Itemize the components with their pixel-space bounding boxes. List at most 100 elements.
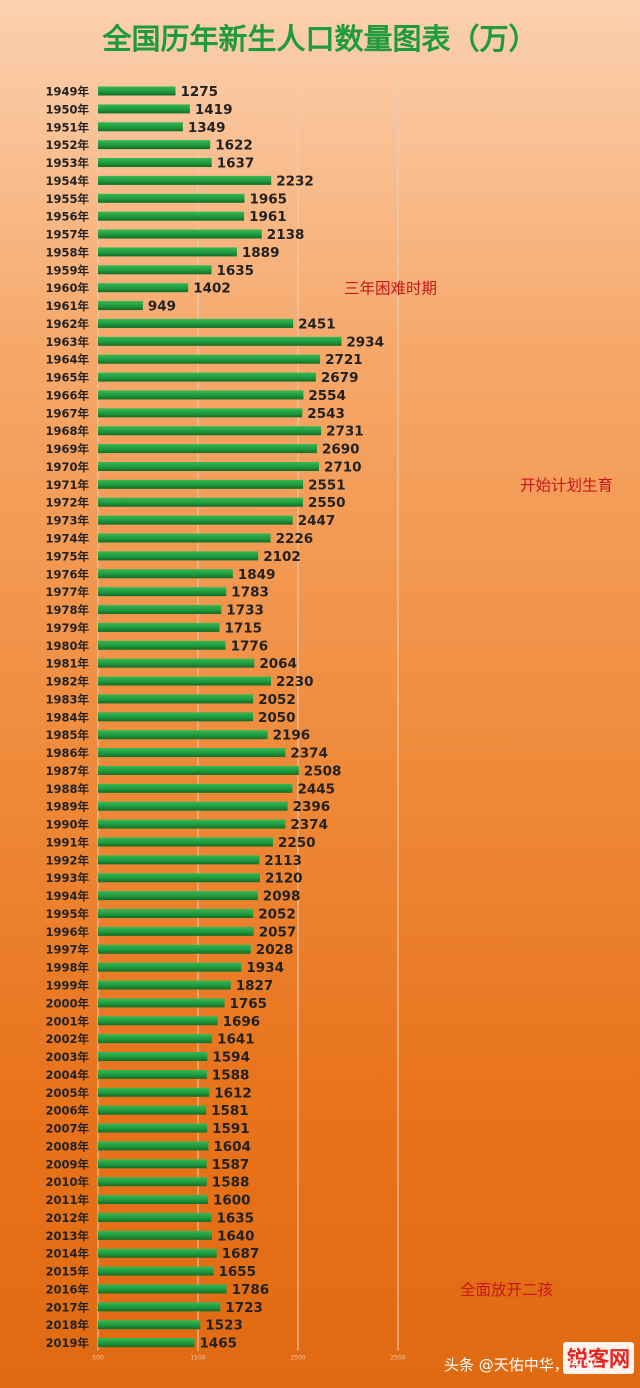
bar [98,426,322,436]
bar [98,461,319,471]
bar [98,1016,218,1026]
bar [98,748,286,758]
year-label: 2003年 [45,1050,89,1064]
year-label: 1974年 [45,532,89,546]
year-label: 1968年 [45,424,89,438]
value-label: 1733 [226,603,264,619]
annotation: 三年困难时期 [344,280,437,298]
bar [98,1034,213,1044]
value-label: 949 [148,299,176,315]
year-label: 1999年 [45,979,89,993]
year-label: 1967年 [45,406,89,420]
year-label: 2000年 [45,996,89,1010]
value-label: 2138 [267,227,305,243]
year-label: 2013年 [45,1229,89,1243]
bar [98,408,303,418]
year-label: 1984年 [45,710,89,724]
bar [98,479,304,489]
year-label: 2012年 [45,1211,89,1225]
value-label: 1622 [215,138,253,154]
bar [98,891,258,901]
value-label: 2374 [290,817,328,833]
bar [98,104,190,114]
value-label: 1696 [223,1014,261,1030]
bar [98,694,254,704]
year-label: 1955年 [45,192,89,206]
year-label: 1993年 [45,871,89,885]
year-label: 1989年 [45,800,89,814]
year-label: 1973年 [45,514,89,528]
year-label: 1958年 [45,245,89,259]
value-label: 1765 [230,996,268,1012]
value-label: 2551 [308,477,346,493]
value-labels: 1275 1419 1349 1622 1637 2232 1965 1961 2138 1889… [148,84,384,1352]
value-label: 1612 [214,1085,252,1101]
bar [98,122,183,132]
bar [98,354,321,364]
value-label: 1588 [212,1175,250,1191]
year-label: 1950年 [45,102,89,116]
bar [98,1052,208,1062]
year-label: 1954年 [45,174,89,188]
value-label: 1849 [238,567,276,583]
value-label: 2679 [321,370,359,386]
year-label: 2015年 [45,1265,89,1279]
bar [98,944,251,954]
value-label: 2028 [256,942,294,958]
value-label: 2690 [322,442,360,458]
bar [98,211,245,221]
bar [98,1212,212,1222]
bar [98,801,288,811]
value-label: 2232 [276,173,314,189]
value-label: 1523 [205,1318,243,1334]
bar [98,1248,217,1258]
year-label: 1994年 [45,889,89,903]
bar [98,712,253,722]
value-label: 2934 [346,334,384,350]
value-label: 2731 [326,424,364,440]
year-label: 1975年 [45,549,89,563]
bar [98,336,342,346]
value-label: 1635 [217,1210,255,1226]
year-label: 1992年 [45,853,89,867]
value-label: 2445 [298,781,336,797]
bar [98,175,272,185]
value-label: 2196 [273,728,311,744]
year-label: 1976年 [45,567,89,581]
value-label: 2230 [276,674,314,690]
year-label: 1978年 [45,603,89,617]
year-label: 1991年 [45,835,89,849]
bar [98,318,294,328]
bar [98,1177,207,1187]
year-label: 1985年 [45,728,89,742]
year-label: 1979年 [45,621,89,635]
year-label: 1998年 [45,961,89,975]
year-label: 2019年 [45,1336,89,1350]
chart-title: 全国历年新生人口数量图表（万） [101,22,537,56]
year-label: 1966年 [45,388,89,402]
bar [98,873,260,883]
year-label: 1977年 [45,585,89,599]
year-label: 1980年 [45,639,89,653]
bar [98,283,189,293]
bar [98,1230,212,1240]
year-label: 1953年 [45,156,89,170]
bar [98,908,254,918]
year-label: 1965年 [45,371,89,385]
bar [98,497,303,507]
x-tick-label: 2500 [390,1355,405,1362]
year-label: 1990年 [45,818,89,832]
value-label: 1587 [212,1157,250,1173]
value-label: 1827 [236,978,274,994]
bar [98,783,293,793]
bar [98,587,227,597]
bar [98,1123,208,1133]
year-label: 2002年 [45,1032,89,1046]
value-label: 2250 [278,835,316,851]
value-label: 1934 [246,960,284,976]
bar [98,140,211,150]
value-label: 1581 [211,1103,249,1119]
year-label: 2017年 [45,1300,89,1314]
value-label: 1594 [212,1050,250,1066]
